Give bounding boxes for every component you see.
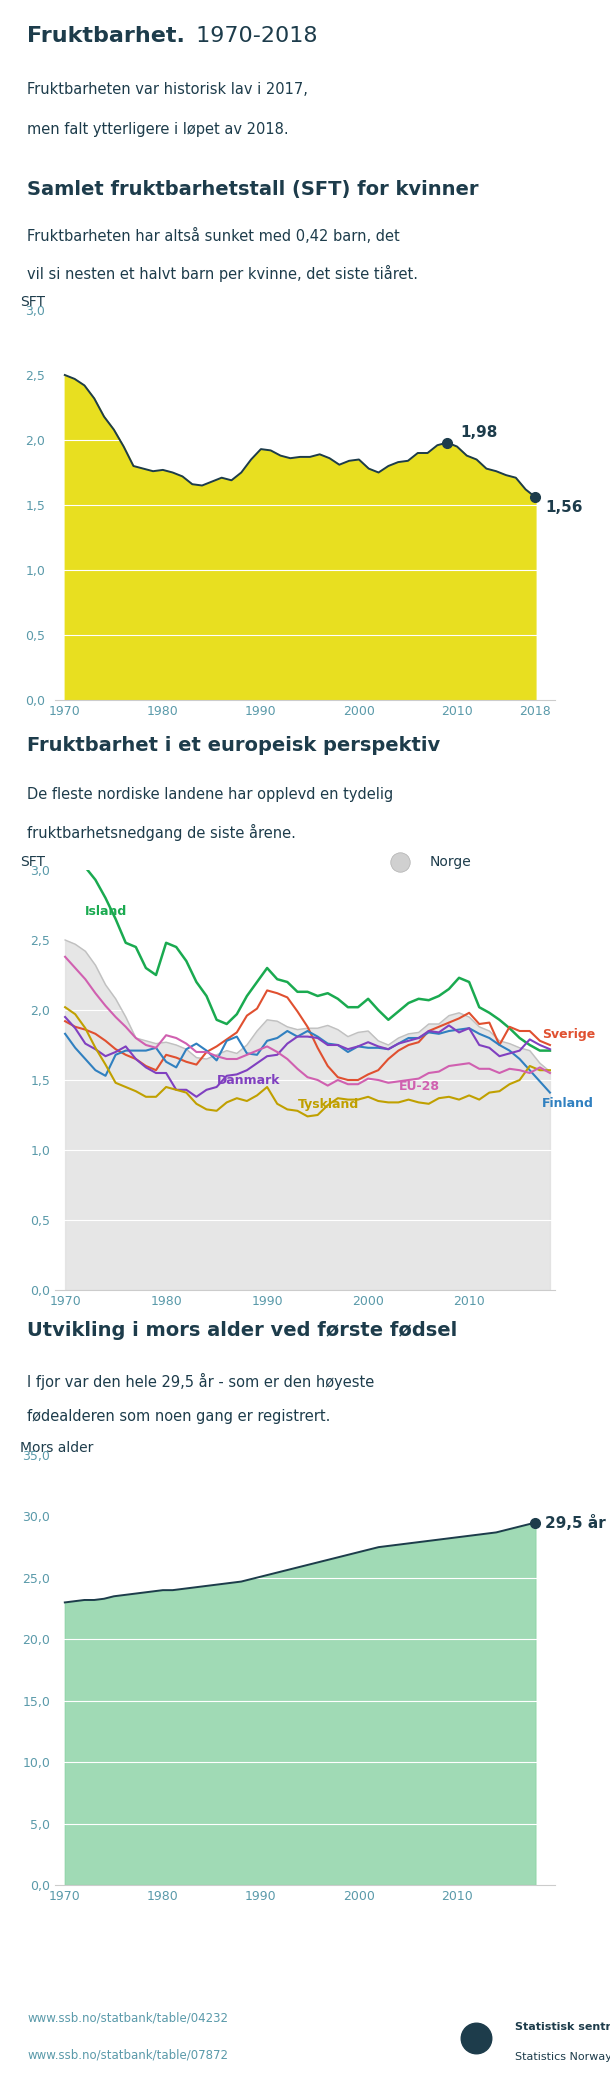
Text: Fruktbarhet.: Fruktbarhet. — [27, 25, 185, 46]
Text: www.ssb.no/statbank/table/04232: www.ssb.no/statbank/table/04232 — [27, 2011, 229, 2024]
Text: SFT: SFT — [20, 856, 45, 870]
Text: De fleste nordiske landene har opplevd en tydelig: De fleste nordiske landene har opplevd e… — [27, 788, 393, 803]
Text: Samlet fruktbarhetstall (SFT) for kvinner: Samlet fruktbarhetstall (SFT) for kvinne… — [27, 180, 479, 199]
Text: fødealderen som noen gang er registrert.: fødealderen som noen gang er registrert. — [27, 1409, 331, 1424]
Text: Danmark: Danmark — [217, 1074, 280, 1086]
Text: 1,98: 1,98 — [460, 426, 497, 440]
Text: Finland: Finland — [542, 1097, 594, 1109]
Text: SFT: SFT — [20, 296, 45, 310]
Text: vil si nesten et halvt barn per kvinne, det siste tiåret.: vil si nesten et halvt barn per kvinne, … — [27, 264, 418, 283]
Text: Utvikling i mors alder ved første fødsel: Utvikling i mors alder ved første fødsel — [27, 1321, 457, 1340]
Text: fruktbarhetsnedgang de siste årene.: fruktbarhetsnedgang de siste årene. — [27, 824, 296, 841]
Text: EU-28: EU-28 — [398, 1080, 439, 1093]
Text: Statistisk sentralbyrå: Statistisk sentralbyrå — [515, 2019, 610, 2032]
Text: Norge: Norge — [430, 856, 472, 868]
Text: Island: Island — [85, 904, 127, 918]
Text: Sverige: Sverige — [542, 1028, 595, 1040]
Text: www.ssb.no/statbank/table/07872: www.ssb.no/statbank/table/07872 — [27, 2049, 229, 2061]
Text: men falt ytterligere i løpet av 2018.: men falt ytterligere i løpet av 2018. — [27, 122, 289, 138]
Text: Fruktbarheten var historisk lav i 2017,: Fruktbarheten var historisk lav i 2017, — [27, 82, 308, 96]
Text: 1,56: 1,56 — [545, 499, 583, 514]
Text: I fjor var den hele 29,5 år - som er den høyeste: I fjor var den hele 29,5 år - som er den… — [27, 1374, 375, 1390]
Text: Fruktbarheten har altså sunket med 0,42 barn, det: Fruktbarheten har altså sunket med 0,42 … — [27, 229, 400, 243]
Text: Fruktbarhet i et europeisk perspektiv: Fruktbarhet i et europeisk perspektiv — [27, 736, 440, 755]
Text: 1970-2018: 1970-2018 — [189, 25, 318, 46]
Text: Tyskland: Tyskland — [298, 1099, 359, 1111]
Text: Statistics Norway: Statistics Norway — [515, 2053, 610, 2061]
Text: 29,5 år: 29,5 år — [545, 1514, 606, 1531]
Text: Mors alder: Mors alder — [20, 1441, 93, 1455]
